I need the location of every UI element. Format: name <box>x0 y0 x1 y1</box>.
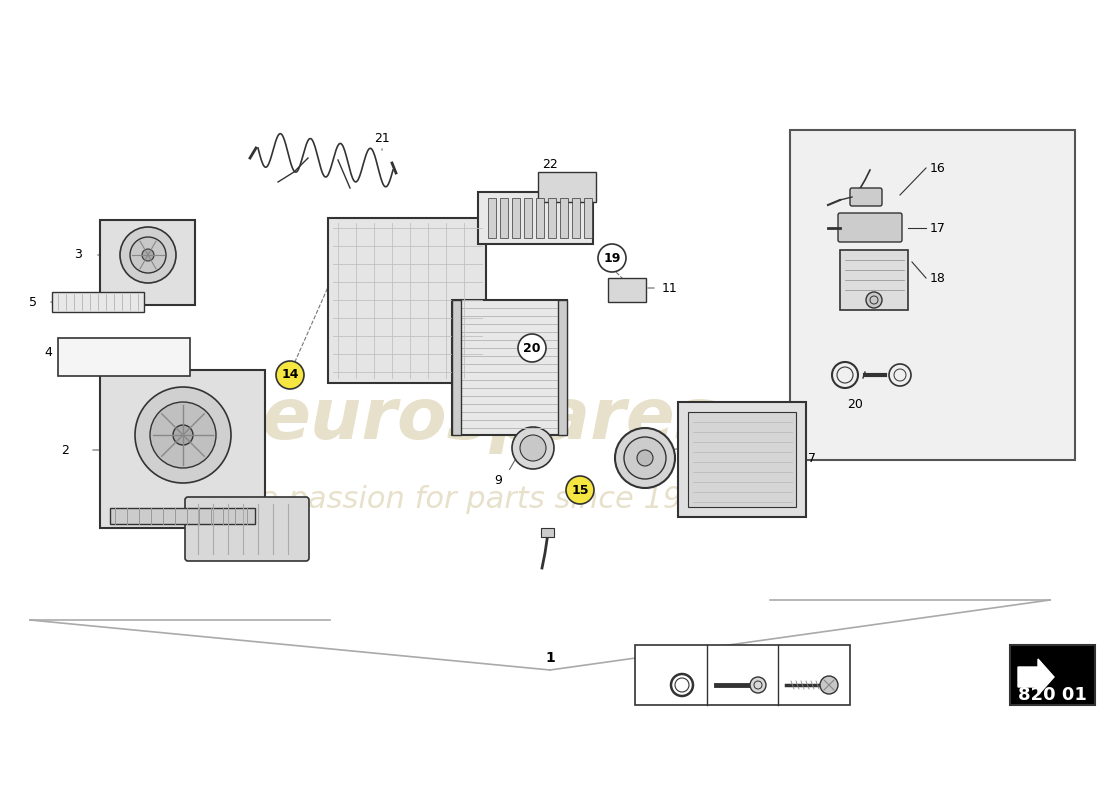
Bar <box>678 402 806 517</box>
Circle shape <box>750 677 766 693</box>
Text: 14: 14 <box>790 650 807 662</box>
Text: 21: 21 <box>374 131 389 145</box>
Text: 9: 9 <box>494 474 502 486</box>
Text: 22: 22 <box>542 158 558 171</box>
Bar <box>100 220 195 305</box>
Circle shape <box>130 237 166 273</box>
Bar <box>635 645 850 705</box>
Bar <box>688 412 796 507</box>
Bar <box>58 338 190 376</box>
Text: 7: 7 <box>808 451 816 465</box>
Bar <box>1010 645 1094 705</box>
Circle shape <box>135 387 231 483</box>
FancyBboxPatch shape <box>838 213 902 242</box>
Bar <box>536 198 544 238</box>
Text: 2: 2 <box>62 443 69 457</box>
Bar <box>608 278 646 302</box>
Text: 14: 14 <box>282 369 299 382</box>
Text: 10: 10 <box>482 346 498 359</box>
Bar <box>548 198 556 238</box>
Bar <box>452 300 566 435</box>
Text: 15: 15 <box>718 650 736 662</box>
Text: 20: 20 <box>524 342 541 354</box>
FancyBboxPatch shape <box>185 497 309 561</box>
Polygon shape <box>1018 659 1054 695</box>
Text: eurospares: eurospares <box>262 386 718 454</box>
Bar <box>110 508 255 524</box>
Text: 13: 13 <box>373 250 389 262</box>
Text: 6: 6 <box>184 535 191 549</box>
Text: a passion for parts since 1985: a passion for parts since 1985 <box>260 486 720 514</box>
Text: 19: 19 <box>603 251 620 265</box>
Bar <box>541 528 554 537</box>
Bar <box>538 172 596 202</box>
Bar <box>558 300 566 435</box>
Text: 15: 15 <box>571 483 588 497</box>
Circle shape <box>820 676 838 694</box>
Bar <box>524 198 532 238</box>
Circle shape <box>142 249 154 261</box>
Bar <box>560 198 568 238</box>
Circle shape <box>518 334 546 362</box>
Circle shape <box>512 427 554 469</box>
Circle shape <box>866 292 882 308</box>
Text: 8: 8 <box>711 434 719 446</box>
Bar <box>452 300 461 435</box>
Bar <box>52 292 144 312</box>
Text: 3: 3 <box>74 249 81 262</box>
Bar <box>100 370 265 528</box>
Text: 820 01: 820 01 <box>1019 686 1087 704</box>
Text: 12: 12 <box>500 202 516 214</box>
Circle shape <box>598 244 626 272</box>
Text: 17: 17 <box>930 222 946 234</box>
Circle shape <box>276 361 304 389</box>
Bar <box>572 198 580 238</box>
Bar <box>790 130 1075 460</box>
Text: 20: 20 <box>847 398 862 411</box>
Circle shape <box>150 402 216 468</box>
Circle shape <box>624 437 666 479</box>
Circle shape <box>566 476 594 504</box>
FancyBboxPatch shape <box>850 188 882 206</box>
Text: 18: 18 <box>930 271 946 285</box>
Text: 5: 5 <box>29 295 37 309</box>
Circle shape <box>173 425 192 445</box>
Text: 4: 4 <box>44 346 52 359</box>
Text: 11: 11 <box>662 282 678 294</box>
Circle shape <box>520 435 546 461</box>
Bar <box>584 198 592 238</box>
Text: 1: 1 <box>546 651 554 665</box>
Circle shape <box>120 227 176 283</box>
Bar <box>328 218 486 383</box>
Circle shape <box>615 428 675 488</box>
Bar <box>488 198 496 238</box>
Bar <box>840 250 907 310</box>
Bar <box>478 192 593 244</box>
Bar <box>500 198 508 238</box>
Text: 19: 19 <box>647 650 664 662</box>
Bar <box>512 198 520 238</box>
Circle shape <box>637 450 653 466</box>
Text: 16: 16 <box>930 162 946 174</box>
